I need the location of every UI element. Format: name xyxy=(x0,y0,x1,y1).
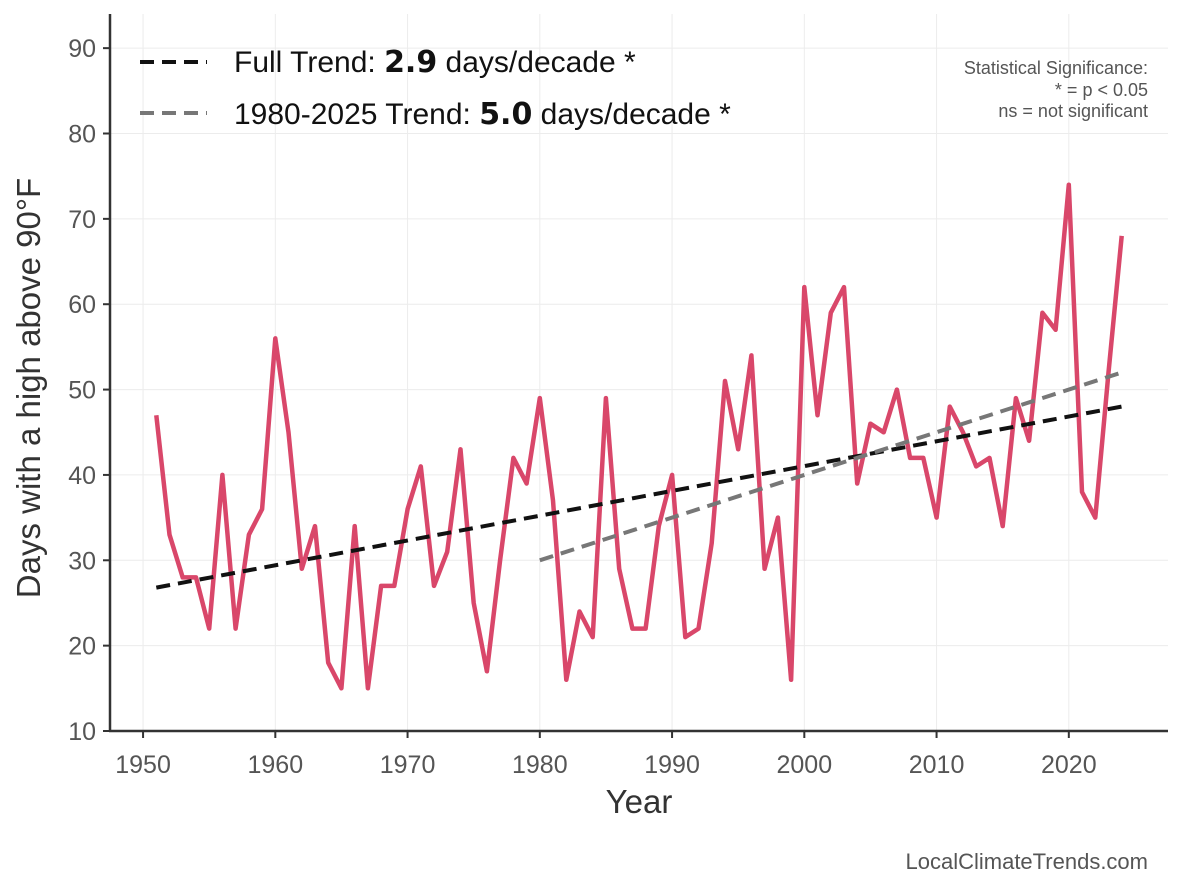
x-axis-ticks: 1950 1960 1970 1980 1990 2000 2010 2020 xyxy=(115,731,1097,779)
series-layer xyxy=(154,182,1124,691)
x-tick-label: 1950 xyxy=(115,751,171,779)
y-tick-label: 20 xyxy=(68,633,96,661)
y-axis-ticks: 10 20 30 40 50 60 70 80 90 xyxy=(68,35,110,746)
legend-label-full-trend: Full Trend: 2.9 days/decade * xyxy=(234,45,636,80)
x-tick-label: 1990 xyxy=(644,751,700,779)
x-tick-label: 1960 xyxy=(248,751,304,779)
y-tick-label: 40 xyxy=(68,462,96,490)
x-axis-title: Year xyxy=(606,783,673,820)
legend: Full Trend: 2.9 days/decade * 1980-2025 … xyxy=(140,45,731,132)
y-axis-title: Days with a high above 90°F xyxy=(10,178,47,598)
x-tick-label: 1980 xyxy=(512,751,568,779)
trend-line-1980-2025 xyxy=(539,370,1123,563)
y-tick-label: 30 xyxy=(68,547,96,575)
legend-label-1980-2025-trend: 1980-2025 Trend: 5.0 days/decade * xyxy=(234,97,731,132)
y-tick-label: 70 xyxy=(68,206,96,234)
x-tick-label: 2010 xyxy=(909,751,965,779)
source-credit: LocalClimateTrends.com xyxy=(906,849,1149,874)
x-tick-label: 2000 xyxy=(777,751,833,779)
x-tick-label: 1970 xyxy=(380,751,436,779)
significance-note-line: * = p < 0.05 xyxy=(1055,80,1148,100)
y-tick-label: 50 xyxy=(68,377,96,405)
y-tick-label: 80 xyxy=(68,121,96,149)
significance-note-line: ns = not significant xyxy=(998,101,1148,121)
significance-note-line: Statistical Significance: xyxy=(964,58,1148,78)
y-tick-label: 90 xyxy=(68,35,96,63)
y-tick-label: 60 xyxy=(68,291,96,319)
x-tick-label: 2020 xyxy=(1041,751,1097,779)
significance-note: Statistical Significance: * = p < 0.05 n… xyxy=(964,58,1148,121)
trend-line-full xyxy=(155,404,1123,590)
y-tick-label: 10 xyxy=(68,718,96,746)
grid xyxy=(110,14,1168,732)
days-above-90f-series-line xyxy=(154,182,1124,691)
